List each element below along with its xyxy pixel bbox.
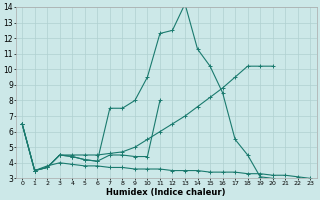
X-axis label: Humidex (Indice chaleur): Humidex (Indice chaleur)	[107, 188, 226, 197]
